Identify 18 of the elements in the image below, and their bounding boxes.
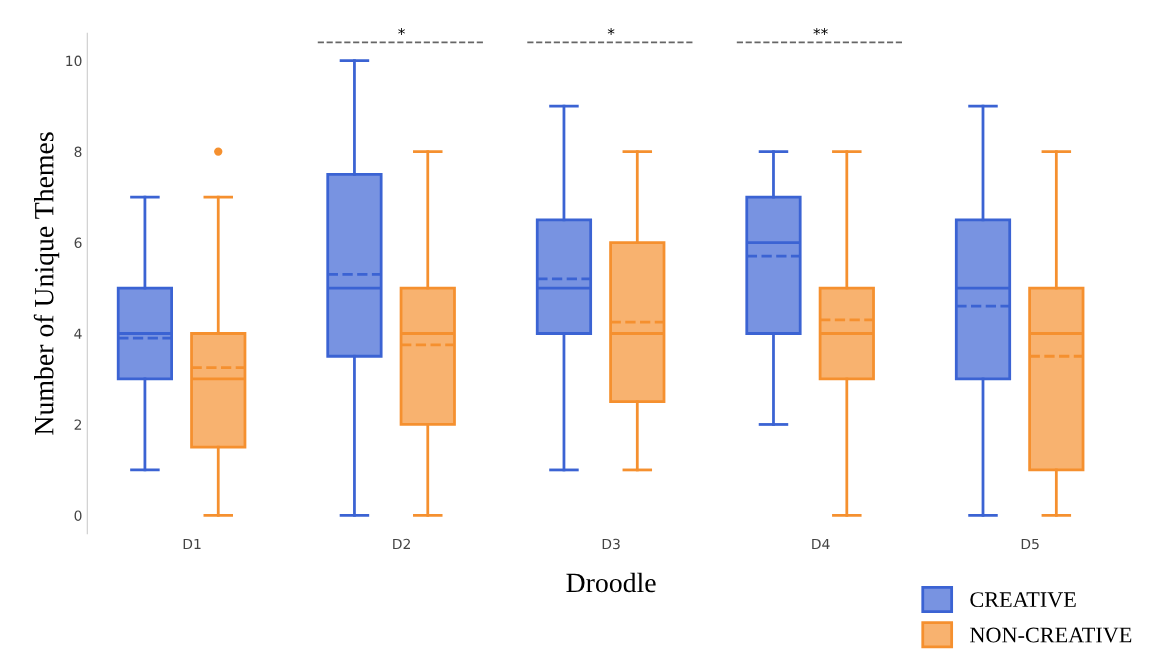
y-tick-label: 4 [74, 328, 82, 339]
legend-label: NON-CREATIVE [970, 627, 1132, 643]
y-axis-title: Number of Unique Themes [33, 132, 60, 435]
y-tick-label: 0 [74, 510, 82, 521]
y-tick-label: 8 [74, 146, 82, 158]
y-tick-label: 6 [74, 237, 82, 249]
y-tick-label: 2 [74, 419, 82, 430]
x-tick-label: D1 [183, 538, 201, 550]
annotation: ** [813, 27, 828, 35]
x-tick-label: D2 [393, 538, 410, 550]
annotation: * [398, 27, 405, 35]
x-tick-label: D5 [1021, 538, 1039, 550]
annotation: * [607, 27, 615, 35]
legend-label: CREATIVE [970, 592, 1076, 608]
x-axis-title: Droodle [566, 572, 656, 593]
y-tick-label: 10 [66, 55, 82, 67]
x-tick-label: D3 [602, 538, 620, 550]
x-tick-label: D4 [812, 538, 830, 550]
